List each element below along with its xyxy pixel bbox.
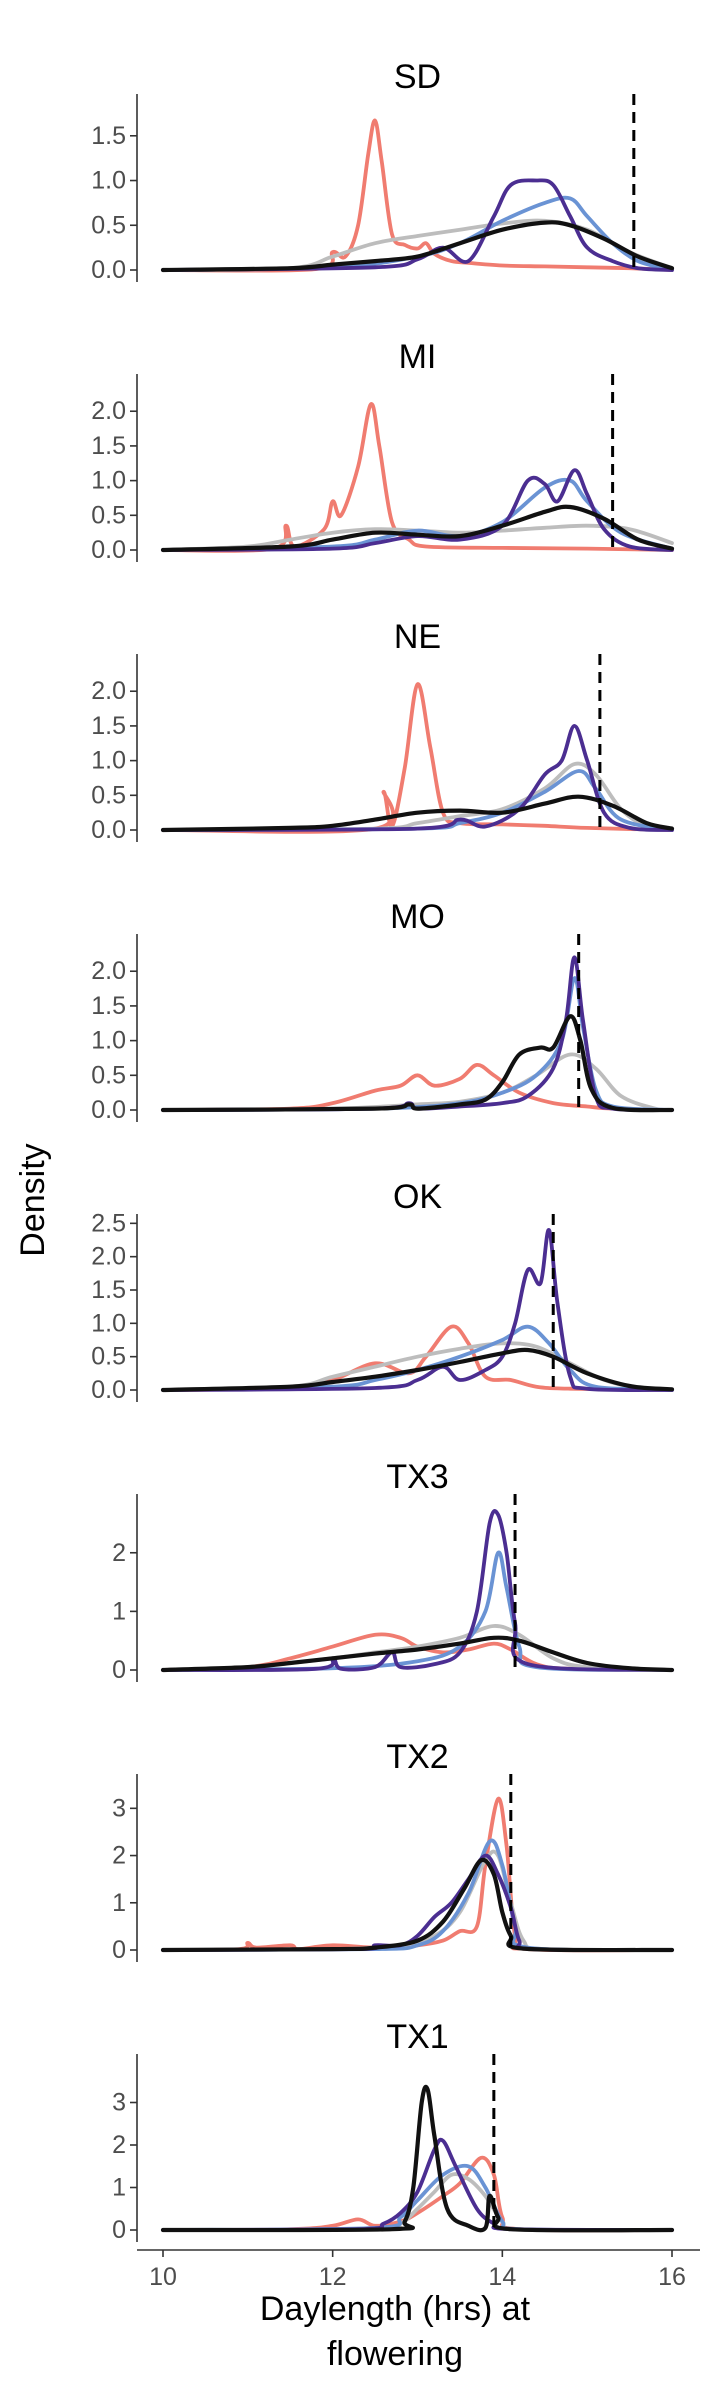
panel-tx3: TX3 0 1 2 <box>112 1458 675 1684</box>
panel-title: MO <box>390 898 445 936</box>
x-tick-label: 12 <box>319 2263 347 2291</box>
y-tick-label: 0 <box>112 1936 126 1964</box>
y-axis-title: Density <box>14 1143 52 1256</box>
panel-sd: SD 0.0 0.5 1.0 1.5 <box>91 58 675 284</box>
y-tick-label: 0.5 <box>91 211 126 239</box>
density-curve-salmon <box>161 1796 674 1953</box>
y-tick-label: 1.0 <box>91 167 126 195</box>
y-tick-label: 2.0 <box>91 677 126 705</box>
y-tick-label: 1.0 <box>91 467 126 495</box>
panel-tx2: TX2 0 1 2 3 <box>112 1738 675 1964</box>
panel-mi: MI 0.0 0.5 1.0 1.5 2.0 <box>91 338 675 564</box>
y-tick-label: 0.5 <box>91 1061 126 1089</box>
y-tick-label: 0.5 <box>91 1343 126 1371</box>
y-tick-label: 2.0 <box>91 957 126 985</box>
y-tick-label: 0.5 <box>91 501 126 529</box>
panel-title: SD <box>394 58 441 96</box>
y-tick-label: 0 <box>112 2216 126 2244</box>
y-tick-label: 1 <box>112 2174 126 2202</box>
density-curve-salmon <box>161 402 674 553</box>
panel-title: NE <box>394 618 441 656</box>
y-tick-label: 1.0 <box>91 1027 126 1055</box>
y-tick-label: 1.5 <box>91 432 126 460</box>
y-tick-label: 2.0 <box>91 397 126 425</box>
x-axis-title-line-1: Daylength (hrs) at <box>260 2290 531 2328</box>
y-tick-label: 0.5 <box>91 781 126 809</box>
y-tick-label: 2 <box>112 1539 126 1567</box>
density-curve-black <box>160 220 675 273</box>
y-tick-label: 1.0 <box>91 747 126 775</box>
density-curve-salmon <box>161 118 674 273</box>
y-tick-label: 1.5 <box>91 1276 126 1304</box>
y-tick-label: 1.5 <box>91 122 126 150</box>
y-tick-label: 3 <box>112 1794 126 1822</box>
density-curve-black <box>160 2084 675 2233</box>
density-curve-black <box>160 794 675 833</box>
density-curve-salmon <box>161 1062 674 1112</box>
panel-tx1: TX1 0 1 2 3 <box>112 2018 675 2244</box>
x-axis: 10 12 14 16 <box>137 2249 700 2291</box>
y-tick-label: 0.0 <box>91 1376 126 1404</box>
panel-title: OK <box>393 1178 442 1216</box>
y-tick-label: 1.0 <box>91 1309 126 1337</box>
density-curve-purple <box>161 178 674 272</box>
y-tick-label: 2 <box>112 2131 126 2159</box>
density-curve-black <box>160 504 675 553</box>
panel-title: TX3 <box>386 1458 448 1496</box>
y-tick-label: 0.0 <box>91 1096 126 1124</box>
y-tick-label: 0.0 <box>91 536 126 564</box>
density-curve-purple <box>161 468 674 552</box>
density-curve-black <box>160 1014 675 1113</box>
density-curve-lightblue <box>161 1550 674 1672</box>
panel-title: MI <box>399 338 437 376</box>
x-tick-label: 14 <box>488 2263 516 2291</box>
y-tick-label: 1.5 <box>91 712 126 740</box>
x-tick-label: 10 <box>149 2263 177 2291</box>
y-tick-label: 0.0 <box>91 816 126 844</box>
x-tick-label: 16 <box>658 2263 686 2291</box>
x-axis-title-line-2: flowering <box>327 2335 463 2373</box>
density-curve-black <box>160 1857 675 1953</box>
panels: SD 0.0 0.5 1.0 1.5 MI 0.0 0.5 1.0 1.5 2.0 NE 0.0 0.5 1… <box>91 58 675 2244</box>
y-tick-label: 0.0 <box>91 256 126 284</box>
panel-ne: NE 0.0 0.5 1.0 1.5 2.0 <box>91 618 675 844</box>
y-tick-label: 1 <box>112 1889 126 1917</box>
panel-mo: MO 0.0 0.5 1.0 1.5 2.0 <box>91 898 675 1124</box>
density-curve-salmon <box>161 682 674 834</box>
density-curve-black <box>160 1347 675 1393</box>
y-tick-label: 1 <box>112 1597 126 1625</box>
panel-ok: OK 0.0 0.5 1.0 1.5 2.0 2.5 <box>91 1178 675 1404</box>
y-tick-label: 3 <box>112 2089 126 2117</box>
density-curve-purple <box>161 1853 674 1952</box>
y-tick-label: 2.5 <box>91 1209 126 1237</box>
y-tick-label: 1.5 <box>91 992 126 1020</box>
density-curve-black <box>160 1635 675 1673</box>
y-tick-label: 2 <box>112 1842 126 1870</box>
panel-title: TX1 <box>386 2018 448 2056</box>
density-curve-purple <box>161 724 674 832</box>
panel-title: TX2 <box>386 1738 448 1776</box>
y-tick-label: 2.0 <box>91 1243 126 1271</box>
density-curve-lightblue <box>161 1324 674 1392</box>
density-curve-lightblue <box>161 2163 674 2232</box>
y-tick-label: 0 <box>112 1656 126 1684</box>
